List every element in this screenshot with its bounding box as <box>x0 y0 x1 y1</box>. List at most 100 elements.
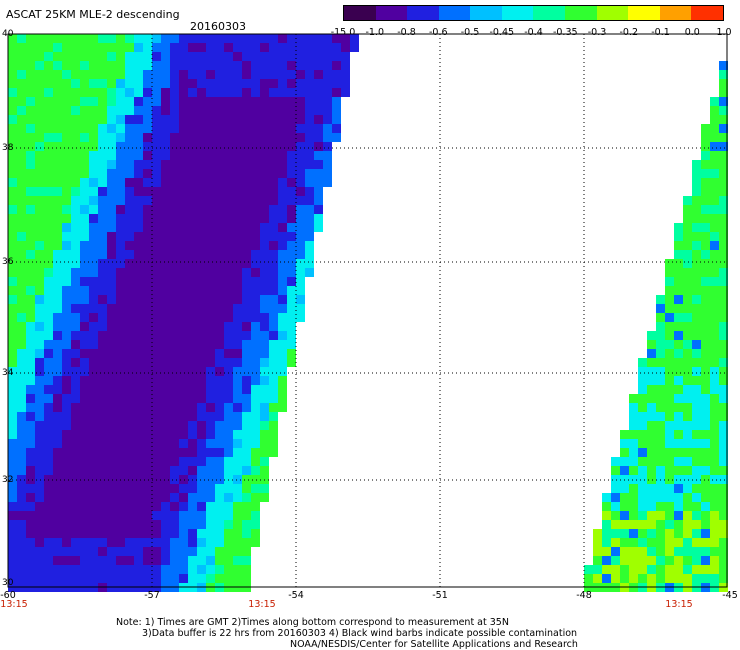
swath-cell <box>197 79 206 88</box>
colorbar-label: -0.8 <box>397 27 416 38</box>
swath-cell <box>197 385 206 394</box>
swath-cell <box>152 142 161 151</box>
swath-cell <box>665 322 674 331</box>
swath-cell <box>188 142 197 151</box>
swath-cell <box>17 331 26 340</box>
swath-cell <box>692 277 701 286</box>
swath-cell <box>233 457 242 466</box>
swath-cell <box>53 295 62 304</box>
swath-cell <box>647 385 656 394</box>
swath-cell <box>107 115 116 124</box>
swath-cell <box>206 529 215 538</box>
swath-cell <box>152 556 161 565</box>
swath-cell <box>683 547 692 556</box>
swath-cell <box>269 88 278 97</box>
swath-cell <box>665 394 674 403</box>
swath-cell <box>71 187 80 196</box>
swath-cell <box>134 70 143 79</box>
swath-cell <box>233 502 242 511</box>
swath-cell <box>701 529 710 538</box>
swath-cell <box>323 169 332 178</box>
swath-cell <box>692 322 701 331</box>
swath-cell <box>89 79 98 88</box>
swath-cell <box>134 124 143 133</box>
swath-cell <box>242 484 251 493</box>
swath-cell <box>692 547 701 556</box>
swath-cell <box>170 574 179 583</box>
swath-cell <box>233 214 242 223</box>
swath-cell <box>125 475 134 484</box>
swath-cell <box>143 88 152 97</box>
swath-cell <box>206 565 215 574</box>
swath-cell <box>170 331 179 340</box>
swath-cell <box>107 322 116 331</box>
swath-cell <box>701 349 710 358</box>
swath-cell <box>215 151 224 160</box>
swath-cell <box>251 484 260 493</box>
swath-cell <box>224 115 233 124</box>
swath-cell <box>710 133 719 142</box>
swath-cell <box>215 250 224 259</box>
swath-cell <box>305 79 314 88</box>
swath-cell <box>44 493 53 502</box>
swath-cell <box>80 70 89 79</box>
swath-cell <box>80 106 89 115</box>
swath-cell <box>224 178 233 187</box>
swath-cell <box>134 133 143 142</box>
swath-cell <box>134 457 143 466</box>
swath-cell <box>80 367 89 376</box>
swath-cell <box>251 97 260 106</box>
swath-cell <box>8 430 17 439</box>
swath-cell <box>314 97 323 106</box>
swath-cell <box>188 79 197 88</box>
swath-cell <box>188 538 197 547</box>
swath-cell <box>98 466 107 475</box>
swath-cell <box>269 358 278 367</box>
swath-cell <box>170 394 179 403</box>
swath-cell <box>116 295 125 304</box>
swath-cell <box>143 79 152 88</box>
swath-cell <box>656 556 665 565</box>
swath-cell <box>278 367 287 376</box>
lat-label: 38 <box>2 143 14 153</box>
swath-cell <box>656 376 665 385</box>
swath-cell <box>134 421 143 430</box>
swath-cell <box>161 52 170 61</box>
swath-cell <box>719 457 728 466</box>
swath-cell <box>611 457 620 466</box>
swath-cell <box>251 115 260 124</box>
swath-cell <box>710 331 719 340</box>
swath-cell <box>26 124 35 133</box>
swath-cell <box>206 466 215 475</box>
swath-cell <box>593 538 602 547</box>
swath-cell <box>35 250 44 259</box>
swath-cell <box>188 34 197 43</box>
swath-cell <box>224 565 233 574</box>
swath-cell <box>710 241 719 250</box>
swath-cell <box>206 421 215 430</box>
swath-cell <box>26 223 35 232</box>
swath-cell <box>269 421 278 430</box>
swath-cell <box>620 484 629 493</box>
swath-cell <box>143 133 152 142</box>
swath-cell <box>710 565 719 574</box>
swath-cell <box>332 124 341 133</box>
swath-cell <box>53 457 62 466</box>
colorbar-swatch <box>628 6 660 20</box>
swath-cell <box>134 286 143 295</box>
swath-cell <box>719 466 728 475</box>
swath-cell <box>206 520 215 529</box>
swath-cell <box>188 529 197 538</box>
swath-cell <box>215 322 224 331</box>
swath-cell <box>665 448 674 457</box>
swath-cell <box>179 214 188 223</box>
swath-cell <box>611 520 620 529</box>
swath-cell <box>116 439 125 448</box>
lon-label: -60 <box>0 590 16 601</box>
swath-cell <box>233 34 242 43</box>
swath-cell <box>701 439 710 448</box>
swath-cell <box>629 466 638 475</box>
swath-cell <box>53 448 62 457</box>
swath-cell <box>116 367 125 376</box>
swath-cell <box>116 430 125 439</box>
